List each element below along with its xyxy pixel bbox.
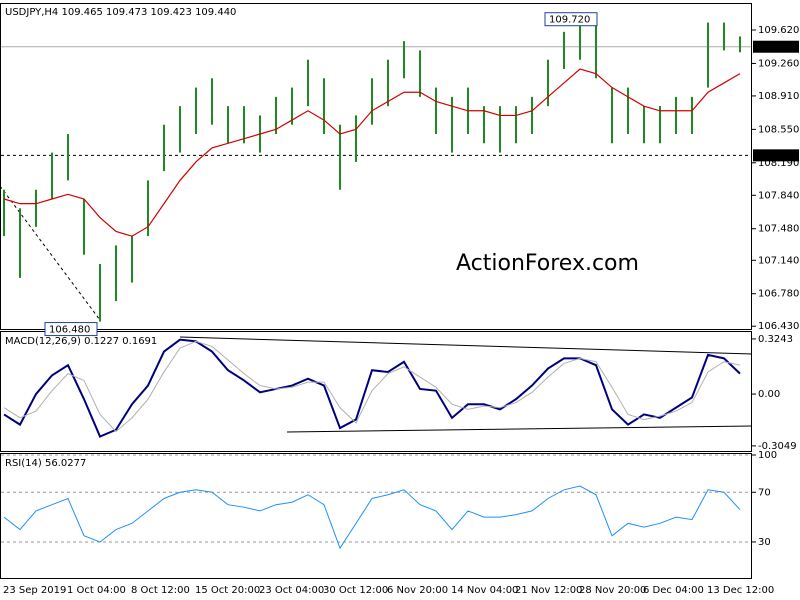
macd-trend-line <box>286 425 753 433</box>
y-tick-label: 70 <box>758 487 771 498</box>
x-tick-label: 23 Oct 04:00 <box>259 585 324 596</box>
y-tick-label: 100 <box>758 450 777 461</box>
annotation-box <box>44 322 98 337</box>
annotation-label: 106.480 <box>49 325 90 336</box>
level-label: 108.270 <box>757 150 798 161</box>
y-tick-label: 108.910 <box>758 91 799 102</box>
line <box>3 68 741 237</box>
y-tick-label: 107.840 <box>758 190 799 201</box>
x-tick-label: 21 Nov 12:00 <box>515 585 582 596</box>
watermark: ActionForex.com <box>456 251 639 276</box>
macd-panel <box>0 331 752 452</box>
current-box <box>753 40 799 53</box>
y-tick-label: 106.430 <box>758 321 799 332</box>
x-tick-label: 6 Nov 20:00 <box>387 585 448 596</box>
x-tick-label: 30 Oct 12:00 <box>323 585 388 596</box>
level-box <box>753 149 799 162</box>
x-tick-label: 28 Nov 20:00 <box>579 585 646 596</box>
line <box>3 338 741 438</box>
annotation-box <box>544 12 598 27</box>
price-panel <box>0 3 752 330</box>
y-tick-label: 108.190 <box>758 158 799 169</box>
y-tick-label: 30 <box>758 537 771 548</box>
annotation-label: 109.720 <box>549 15 590 26</box>
line <box>3 485 741 550</box>
trend-line <box>0 185 101 321</box>
y-tick-label: 106.780 <box>758 289 799 300</box>
x-tick-label: 1 Oct 04:00 <box>67 585 126 596</box>
macd-title: MACD(12,26,9) 0.1227 0.1691 <box>5 336 157 347</box>
line <box>3 340 741 433</box>
y-tick-label: 0.00 <box>758 389 780 400</box>
y-tick-label: 109.260 <box>758 58 799 69</box>
x-tick-label: 15 Oct 20:00 <box>195 585 260 596</box>
rsi-panel <box>0 453 752 579</box>
chart-title: USDJPY,H4 109.465 109.473 109.423 109.44… <box>5 7 236 18</box>
x-tick-label: 13 Dec 12:00 <box>707 585 774 596</box>
x-tick-label: 14 Nov 04:00 <box>451 585 518 596</box>
y-tick-label: -0.3049 <box>758 441 797 452</box>
x-tick-label: 6 Dec 04:00 <box>643 585 704 596</box>
macd-trend-line <box>179 336 753 355</box>
y-tick-label: 0.3243 <box>758 334 793 345</box>
x-tick-label: 8 Oct 12:00 <box>131 585 190 596</box>
y-tick-label: 107.140 <box>758 255 799 266</box>
y-tick-label: 109.620 <box>758 25 799 36</box>
current-label: 109.440 <box>757 42 798 53</box>
y-tick-label: 107.480 <box>758 224 799 235</box>
x-tick-label: 23 Sep 2019 <box>3 585 66 596</box>
rsi-title: RSI(14) 56.0277 <box>5 458 86 469</box>
y-tick-label: 108.550 <box>758 124 799 135</box>
